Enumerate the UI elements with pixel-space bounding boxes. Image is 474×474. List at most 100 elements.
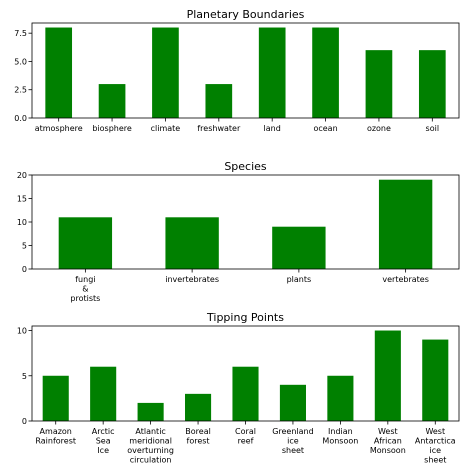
x-tick-label: soil [426,124,440,133]
x-tick-label-line: & [82,285,88,294]
bar-3 [137,402,164,421]
chart-title: Tipping Points [206,311,284,324]
bar-6 [312,27,339,118]
y-tick-label: 10 [17,327,27,336]
x-tick-label-line: Antarctica [415,437,456,446]
x-tick-label: Indian Monsoon [322,427,358,446]
x-tick-label: Arctic Sea Ice [92,427,115,455]
y-tick-label: 0 [22,417,27,426]
x-tick-label: vertebrates [382,275,429,284]
x-tick-label-line: West [378,427,398,436]
bar-4 [378,179,433,269]
x-tick-label-line: Monsoon [322,437,358,446]
bar-8 [418,50,446,119]
x-tick-label-line: ozone [367,124,391,133]
x-tick-label-line: vertebrates [382,275,429,284]
bar-7 [365,50,393,119]
x-tick-label: West Antarctica ice sheet [415,427,456,465]
x-tick-label-line: overturning [127,446,174,455]
x-tick-label-line: forest [187,437,210,446]
bar-4 [205,84,233,118]
axes-frame [31,22,460,119]
bar-9 [422,339,449,421]
bar-8 [374,330,401,421]
bar-5 [232,366,259,421]
bar-1 [45,27,73,118]
y-tick-label: 20 [17,171,27,180]
bar-4 [185,393,212,421]
x-tick-label-line: Boreal [185,427,211,436]
x-tick-label-line: plants [287,275,312,284]
bar-2 [90,366,117,421]
bar-5 [258,27,286,118]
bar-3 [272,226,326,269]
x-tick-label: ocean [313,124,337,133]
y-tick-label: 0 [22,265,27,274]
x-tick-label-line: Coral [235,427,256,436]
x-tick-label-line: biosphere [92,124,132,133]
x-tick-label: freshwater [197,124,241,133]
x-tick-label-line: circulation [130,456,172,465]
x-tick-label: land [264,124,281,133]
x-tick-label-line: fungi [75,275,95,284]
bar-1 [42,375,69,421]
bar-2 [165,217,219,269]
x-tick-label-line: Rainforest [35,437,76,446]
x-tick-label-line: ice [430,446,442,455]
x-tick-label: Coral reef [235,427,256,446]
bar-3 [152,27,179,118]
bar-6 [279,384,306,421]
y-tick-label: 2.5 [14,86,27,95]
x-tick-label-line: land [264,124,281,133]
x-tick-label-line: ocean [313,124,337,133]
bar-7 [327,375,354,421]
y-tick-label: 15 [17,195,27,204]
chart-panel-3: Tipping Points 0 5 10 Amazon Rainforest Arctic… [17,311,460,465]
x-tick-label-line: Ice [97,446,109,455]
x-tick-label-line: West [425,427,445,436]
x-tick-label: ozone [367,124,391,133]
y-tick-label: 10 [17,218,27,227]
y-tick-label: 5 [22,242,27,251]
y-tick-label: 0.0 [14,114,27,123]
x-tick-label: Greenland ice sheet [272,427,314,455]
x-tick-label-line: Atlantic [135,427,165,436]
x-tick-label-line: African [374,437,402,446]
y-tick-label: 5 [22,372,27,381]
x-tick-label-line: sheet [282,446,304,455]
y-tick-label: 5.0 [14,57,27,66]
x-tick-label-line: reef [238,437,254,446]
x-tick-label-line: meridional [129,437,172,446]
x-tick-label: Atlantic meridional overturning circulation [127,427,174,465]
x-tick-label-line: Indian [328,427,353,436]
bar-2 [98,84,126,118]
x-tick-label: Amazon Rainforest [35,427,76,446]
chart-title: Planetary Boundaries [187,8,305,21]
x-tick-label: plants [287,275,312,284]
x-tick-label-line: Monsoon [370,446,406,455]
x-tick-label-line: sheet [424,456,446,465]
x-tick-label-line: protists [70,294,100,303]
chart-panel-2: Species 0 5 10 15 20 fungi & protists invertebrat… [17,160,460,303]
x-tick-label-line: ice [287,437,299,446]
x-tick-label-line: Amazon [40,427,72,436]
bar-1 [58,217,113,269]
x-tick-label-line: soil [426,124,440,133]
x-tick-label-line: Arctic [92,427,115,436]
chart-title: Species [224,160,267,173]
x-tick-label: West African Monsoon [370,427,406,455]
x-tick-label-line: Greenland [272,427,314,436]
x-tick-label: climate [151,124,181,133]
x-tick-label-line: freshwater [197,124,241,133]
x-tick-label: invertebrates [165,275,219,284]
y-tick-label: 7.5 [14,29,27,38]
x-tick-label: atmosphere [35,124,83,133]
x-tick-label: fungi & protists [70,275,100,303]
x-tick-label-line: Sea [96,437,111,446]
x-tick-label-line: climate [151,124,181,133]
x-tick-label-line: atmosphere [35,124,83,133]
x-tick-label: Boreal forest [185,427,211,446]
x-tick-label-line: invertebrates [165,275,219,284]
x-tick-label: biosphere [92,124,132,133]
